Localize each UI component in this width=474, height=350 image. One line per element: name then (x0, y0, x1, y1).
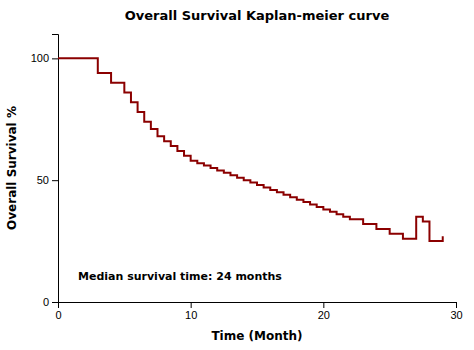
annotation: Median survival time: 24 months (78, 270, 282, 283)
y-axis-line (52, 35, 59, 303)
x-axis-tick: 0 (55, 302, 61, 321)
y-axis-tick: 100 (31, 52, 58, 64)
y-axis-tick-mark (52, 302, 58, 303)
y-axis-tick: 0 (43, 296, 58, 308)
y-axis-tick-label: 0 (43, 296, 49, 308)
x-axis-tick: 20 (318, 302, 330, 321)
x-axis-tick-label: 0 (55, 309, 61, 321)
chart: 0 10 20 30 0 50 100 Median survival time: 24 mo… (0, 0, 474, 350)
x-axis-tick: 30 (450, 302, 462, 321)
x-axis: 0 10 20 30 (55, 302, 462, 321)
x-axis-tick-label: 10 (185, 309, 197, 321)
y-axis-title: Overall Survival % (5, 106, 19, 230)
y-axis: 0 50 100 (31, 35, 59, 309)
y-axis-tick-label: 50 (37, 174, 49, 186)
y-axis-tick: 50 (37, 174, 58, 186)
y-axis-tick-mark (52, 58, 58, 59)
x-axis-tick: 10 (185, 302, 197, 321)
y-axis-tick-mark (52, 180, 58, 181)
x-axis-tick-label: 20 (318, 309, 330, 321)
marks (58, 58, 443, 241)
y-axis-tick-label: 100 (31, 52, 49, 64)
x-axis-title: Time (Month) (211, 329, 302, 343)
plot-area: 0 10 20 30 0 50 100 Median survival time: 24 mo… (31, 35, 463, 321)
survival-line (58, 58, 443, 241)
x-axis-line (59, 303, 457, 309)
x-axis-tick-mark (191, 302, 192, 308)
x-axis-tick-mark (323, 302, 324, 308)
x-axis-tick-label: 30 (450, 309, 462, 321)
title: Overall Survival Kaplan-meier curve (125, 8, 390, 23)
x-axis-tick-mark (456, 302, 457, 308)
